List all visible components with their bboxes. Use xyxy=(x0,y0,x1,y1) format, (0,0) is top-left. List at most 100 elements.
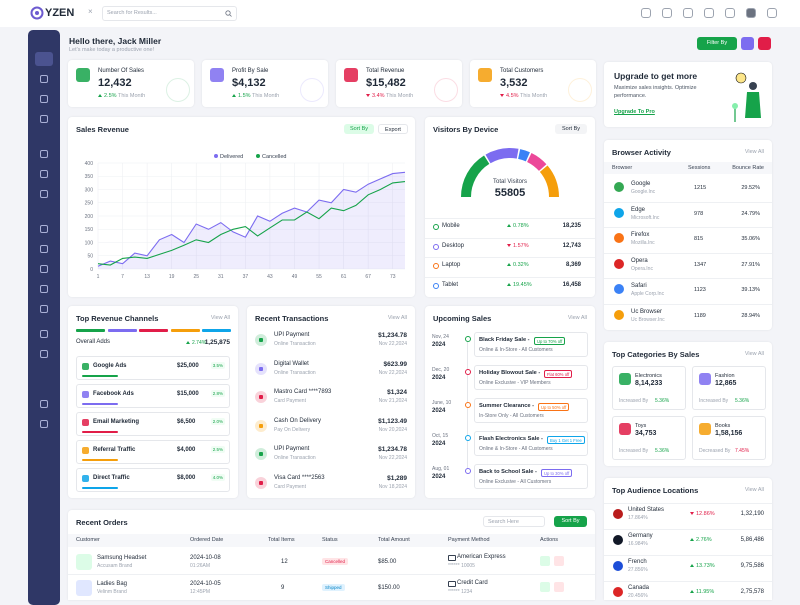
product-name: Ladies Bag xyxy=(97,581,128,587)
sidebar-icon[interactable] xyxy=(40,350,48,358)
sale-box: Black Friday Sale - Up to 70% off Online &… xyxy=(474,332,588,357)
header-icon[interactable] xyxy=(704,8,714,18)
close-icon[interactable]: × xyxy=(88,7,93,16)
delete-action[interactable] xyxy=(554,556,564,566)
payment-method: American Express xyxy=(457,554,506,560)
categories-card: Top Categories By Sales View All Electro… xyxy=(604,342,772,466)
txn-icon-dot xyxy=(259,395,263,399)
sessions: 978 xyxy=(694,210,704,217)
upgrade-title: Upgrade to get more xyxy=(614,71,698,81)
sort-button[interactable]: Sort By xyxy=(344,124,374,134)
category-value: 1,58,156 xyxy=(715,430,743,437)
stat-period: This Month xyxy=(386,93,414,99)
sidebar-icon[interactable] xyxy=(40,75,48,83)
browser-name: Google xyxy=(631,181,651,187)
sidebar-icon[interactable] xyxy=(40,305,48,313)
action-button[interactable] xyxy=(741,37,754,50)
area xyxy=(98,172,405,269)
sidebar-icon[interactable] xyxy=(40,400,48,408)
sidebar-icon[interactable] xyxy=(40,190,48,198)
channel-bar xyxy=(82,459,118,461)
product-name: Samsung Headset xyxy=(97,555,147,561)
upgrade-link[interactable]: Upgrade To Pro xyxy=(614,109,655,115)
sidebar-icon[interactable] xyxy=(40,265,48,273)
browser-icon xyxy=(614,233,624,243)
column-header: Total Amount xyxy=(378,537,410,543)
category-change-label: Increased By xyxy=(699,398,729,404)
sidebar-icon[interactable] xyxy=(40,225,48,233)
timeline-line xyxy=(467,342,468,370)
x-tick-label: 55 xyxy=(316,274,322,280)
sidebar-icon[interactable] xyxy=(40,245,48,253)
view-all[interactable]: View All xyxy=(567,315,587,321)
view-all[interactable]: View All xyxy=(744,149,764,155)
sidebar-icon[interactable] xyxy=(40,150,48,158)
header-icon[interactable] xyxy=(641,8,651,18)
export-button[interactable]: Export xyxy=(378,124,408,134)
y-tick-label: 250 xyxy=(85,201,94,207)
order-amount: $150.00 xyxy=(378,585,400,591)
bounce-rate: 28.94% xyxy=(741,312,760,319)
sidebar-icon[interactable] xyxy=(40,285,48,293)
transactions-card: Recent Transactions View All UPI Payment… xyxy=(247,306,415,498)
order-status: Shipped xyxy=(322,584,345,591)
orders-search[interactable]: Search Here xyxy=(483,516,545,527)
delete-action[interactable] xyxy=(554,582,564,592)
table-header-bg xyxy=(604,162,772,174)
category-name: Fashion xyxy=(715,373,735,379)
row-divider xyxy=(604,201,772,202)
stat-icon xyxy=(344,68,358,82)
sale-name: Black Friday Sale - xyxy=(479,337,530,343)
browser-company: Opera.Inc xyxy=(631,265,653,272)
browser-name: Uc Browser xyxy=(631,308,663,315)
view-action[interactable] xyxy=(540,556,550,566)
txn-icon-dot xyxy=(259,366,263,371)
category-icon xyxy=(619,373,631,385)
channel-name: Referral Traffic xyxy=(93,447,136,453)
row-divider xyxy=(425,237,595,238)
device-name: Tablet xyxy=(442,281,459,288)
row-divider xyxy=(604,529,772,530)
header-icon[interactable] xyxy=(662,8,672,18)
stat-icon xyxy=(210,68,224,82)
action-button[interactable] xyxy=(758,37,771,50)
view-all[interactable]: View All xyxy=(744,487,764,493)
legend-marker xyxy=(256,154,260,158)
country-value: 1,32,190 xyxy=(740,511,764,517)
sidebar-icon[interactable] xyxy=(40,170,48,178)
view-all[interactable]: View All xyxy=(210,315,230,321)
txn-icon-dot xyxy=(259,480,263,485)
view-all[interactable]: View All xyxy=(744,351,764,357)
stat-card: Total Revenue $15,482 3.4% This Month xyxy=(336,60,462,107)
channel-name: Facebook Ads xyxy=(93,391,134,397)
device-change-text: 19.45% xyxy=(513,281,532,288)
sessions: 815 xyxy=(694,236,704,242)
filter-button[interactable]: Filter By xyxy=(697,37,737,50)
sidebar-icon[interactable] xyxy=(40,115,48,123)
browser-company: Apple Corp.Inc xyxy=(631,291,665,297)
total-value: 55805 xyxy=(494,187,526,199)
upcoming-card: Upcoming Sales View All Nov, 24 2024 Black… xyxy=(425,306,595,498)
view-all[interactable]: View All xyxy=(387,315,407,321)
row-divider xyxy=(425,257,595,258)
sort-button[interactable]: Sort By xyxy=(555,124,587,134)
header-icon[interactable] xyxy=(746,8,756,18)
sidebar-icon[interactable] xyxy=(40,420,48,428)
sessions: 1189 xyxy=(694,312,706,319)
flag xyxy=(613,509,623,519)
search-box[interactable]: Search for Results... xyxy=(102,6,237,21)
sort-button[interactable]: Sort By xyxy=(554,516,587,527)
gauge-segment xyxy=(526,152,547,172)
sidebar-icon[interactable] xyxy=(40,330,48,338)
header-icon[interactable] xyxy=(725,8,735,18)
device-dot xyxy=(433,224,439,230)
channel-value: $6,500 xyxy=(177,419,196,425)
stat-decor xyxy=(300,78,324,102)
sidebar-active[interactable] xyxy=(35,52,53,66)
view-action[interactable] xyxy=(540,582,550,592)
header-icon[interactable] xyxy=(683,8,693,18)
header-icon[interactable] xyxy=(767,8,777,18)
sidebar-icon[interactable] xyxy=(40,95,48,103)
sale-date: June, 10 xyxy=(432,400,452,406)
sale-offer: Up to 30% off xyxy=(541,469,573,477)
